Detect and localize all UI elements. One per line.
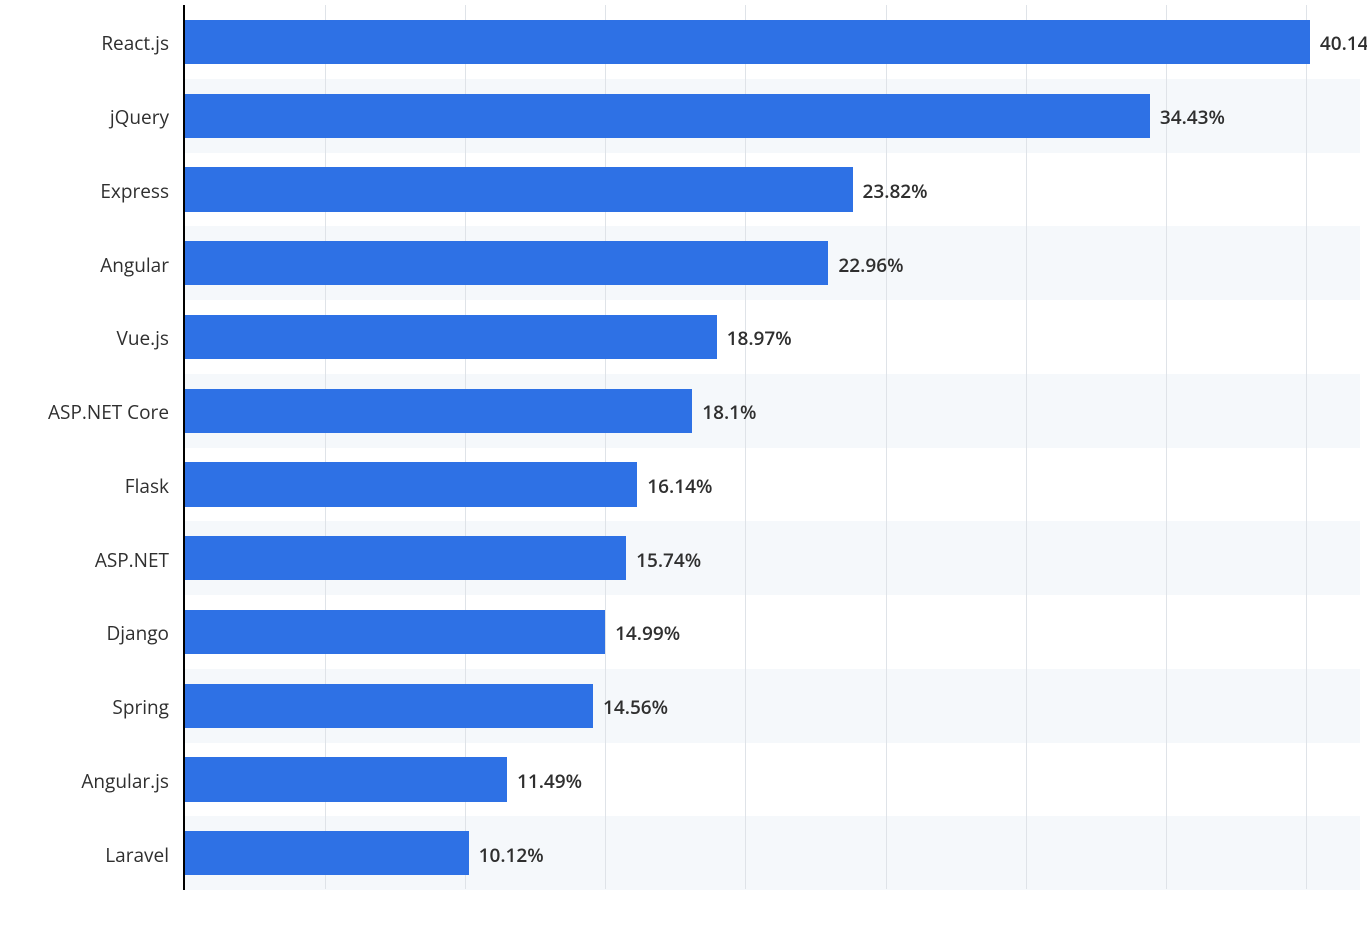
category-label: Angular xyxy=(0,252,169,278)
category-label: Angular.js xyxy=(0,768,169,794)
category-label: Express xyxy=(0,178,169,204)
category-label: ASP.NET xyxy=(0,547,169,573)
value-label: 18.1% xyxy=(702,399,756,425)
bar xyxy=(185,241,828,285)
bar xyxy=(185,831,469,875)
bar xyxy=(185,462,637,506)
value-label: 14.56% xyxy=(603,694,668,720)
category-label: React.js xyxy=(0,30,169,56)
value-label: 34.43% xyxy=(1160,104,1225,130)
bar xyxy=(185,94,1150,138)
framework-usage-chart: React.js 40.14% jQuery 34.43% Express 23.82% A… xyxy=(0,0,1367,932)
category-label: Django xyxy=(0,620,169,646)
bar xyxy=(185,389,692,433)
category-label: Laravel xyxy=(0,842,169,868)
value-label: 16.14% xyxy=(647,473,712,499)
value-label: 14.99% xyxy=(615,620,680,646)
value-label: 22.96% xyxy=(838,252,903,278)
gridline xyxy=(1306,5,1307,889)
bar xyxy=(185,20,1310,64)
category-label: jQuery xyxy=(0,104,169,130)
value-label: 18.97% xyxy=(727,325,792,351)
bar xyxy=(185,610,605,654)
bar xyxy=(185,315,717,359)
category-label: Flask xyxy=(0,473,169,499)
value-label: 15.74% xyxy=(636,547,701,573)
value-label: 40.14% xyxy=(1320,30,1367,56)
bar xyxy=(185,536,626,580)
category-label: Spring xyxy=(0,694,169,720)
plot-area xyxy=(183,5,1360,890)
category-label: Vue.js xyxy=(0,325,169,351)
bar xyxy=(185,684,593,728)
value-label: 11.49% xyxy=(517,768,582,794)
bar xyxy=(185,757,507,801)
bar xyxy=(185,167,853,211)
value-label: 23.82% xyxy=(863,178,928,204)
value-label: 10.12% xyxy=(479,842,544,868)
category-label: ASP.NET Core xyxy=(0,399,169,425)
gridline xyxy=(1166,5,1167,889)
